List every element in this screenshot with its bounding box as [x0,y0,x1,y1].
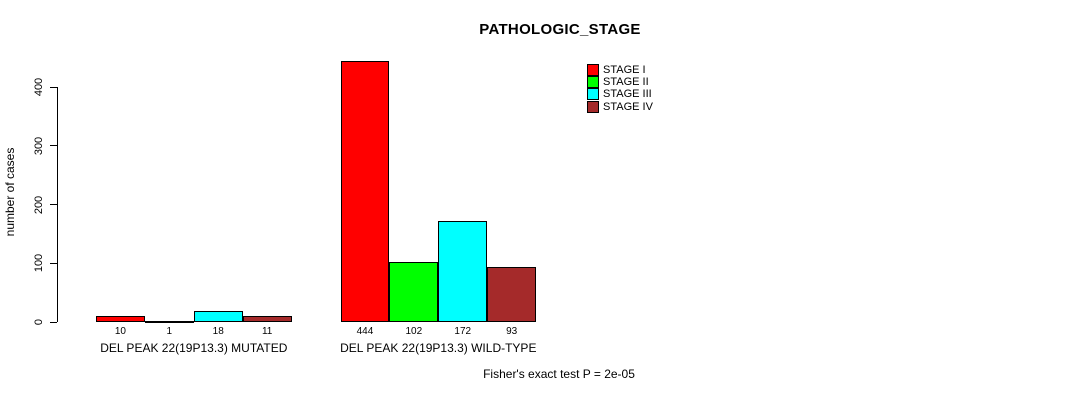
legend-swatch [587,64,599,77]
category-label: DEL PEAK 22(19P13.3) WILD-TYPE [340,341,537,355]
legend-item: STAGE III [587,88,653,101]
legend-swatch [587,76,599,89]
legend: STAGE I STAGE II STAGE III STAGE IV [587,64,653,113]
chart-title: PATHOLOGIC_STAGE [479,21,641,38]
stat-annotation: Fisher's exact test P = 2e-05 [483,367,635,381]
y-axis-tick-label: 100 [33,254,45,273]
y-axis-tick-label: 200 [33,195,45,214]
bar-stage-ii-group2 [389,262,439,322]
legend-swatch [587,100,599,113]
legend-label: STAGE IV [603,100,653,113]
bar-stage-iii-group2 [438,221,488,322]
y-axis-tick-label: 300 [33,136,45,155]
y-axis-line [57,87,58,322]
legend-item: STAGE I [587,64,653,77]
bar-stage-iv-group1 [242,316,292,322]
y-axis-tick [50,86,57,88]
y-axis-tick-label: 0 [33,318,45,326]
y-axis-tick [50,145,57,147]
bar-value-label: 172 [454,326,472,337]
bar-stage-iii-group1 [193,311,243,322]
bar-stage-ii-group1 [144,321,194,323]
legend-label: STAGE III [603,88,652,101]
y-axis-tick [50,204,57,205]
y-axis-tick [50,262,57,264]
legend-item: STAGE IV [587,100,653,113]
y-axis-tick-label: 400 [33,77,45,97]
legend-label: STAGE II [603,76,649,89]
bar-stage-i-group1 [96,316,145,322]
bar-stage-i-group2 [340,61,390,322]
y-axis-tick [50,321,57,323]
bar-value-label: 93 [506,326,518,337]
bar-value-label: 11 [261,326,273,337]
bar-value-label: 102 [405,326,423,337]
bar-value-label: 444 [356,326,374,337]
bar-value-label: 10 [114,326,126,337]
category-label: DEL PEAK 22(19P13.3) MUTATED [100,341,288,355]
bar-stage-iv-group2 [487,267,537,322]
bar-value-label: 18 [212,326,224,337]
bar-value-label: 1 [166,326,173,337]
legend-label: STAGE I [603,64,646,77]
legend-swatch [587,88,599,101]
legend-item: STAGE II [587,76,653,89]
